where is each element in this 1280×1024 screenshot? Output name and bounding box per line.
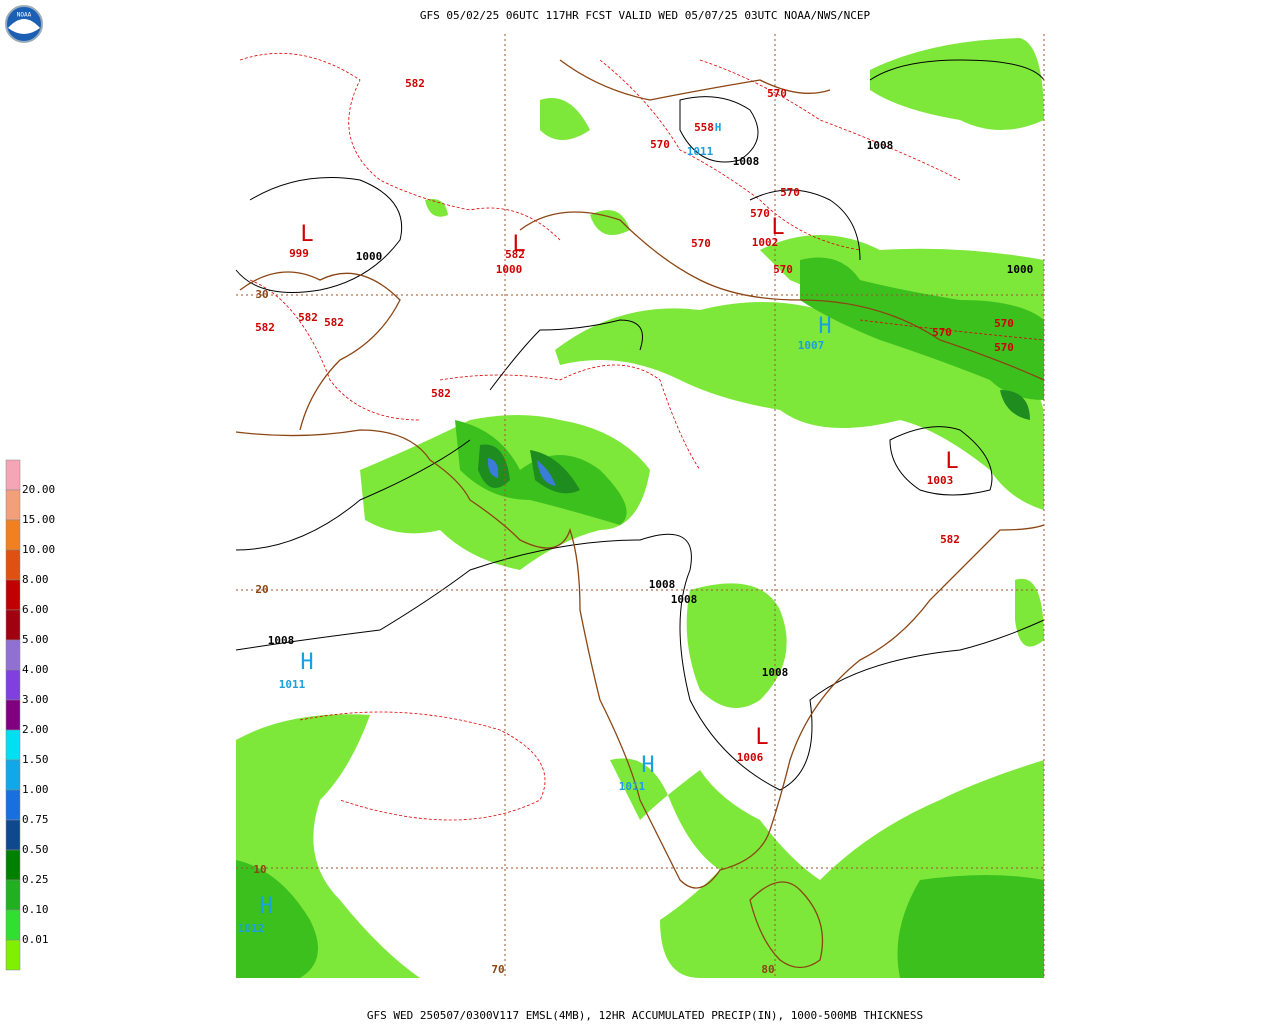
map-label: 570 — [994, 317, 1014, 330]
map-label: 582 — [255, 321, 275, 334]
legend-swatch — [5, 699, 21, 731]
legend-label: 0.75 — [22, 813, 49, 826]
map-label: 30 — [255, 288, 268, 301]
map-label: 570 — [650, 138, 670, 151]
map-label: 1002 — [752, 236, 779, 249]
map-label: 582 — [940, 533, 960, 546]
legend-label: 1.50 — [22, 753, 49, 766]
legend-label: 5.00 — [22, 633, 49, 646]
legend-label: 10.00 — [22, 543, 55, 556]
legend-label: 4.00 — [22, 663, 49, 676]
legend: 20.00 15.00 10.00 8.00 6.00 5.00 4.00 3.00 2.00 1… — [5, 459, 55, 971]
legend-swatch — [5, 909, 21, 941]
map-label: 582 — [505, 248, 525, 261]
map-label: H — [715, 121, 722, 134]
legend-swatch — [5, 609, 21, 641]
map-label: 1000 — [356, 250, 383, 263]
legend-swatch — [5, 759, 21, 791]
map-label: 1003 — [927, 474, 954, 487]
map-label: 570 — [932, 326, 952, 339]
legend-swatch — [5, 489, 21, 521]
pressure-center: H — [818, 314, 831, 339]
legend-label: 0.10 — [22, 903, 49, 916]
legend-label: 3.00 — [22, 693, 49, 706]
thickness-contours — [239, 52, 1045, 821]
map-label: 1000 — [1007, 263, 1034, 276]
map-label: 1007 — [798, 339, 825, 352]
map-label: 570 — [780, 186, 800, 199]
legend-label: 0.50 — [22, 843, 49, 856]
legend-label: 0.01 — [22, 933, 49, 946]
coastlines — [235, 59, 1045, 969]
legend-swatch — [5, 849, 21, 881]
svg-text:NOAA: NOAA — [17, 12, 32, 19]
map-label: 1008 — [671, 593, 698, 606]
noaa-logo: NOAA — [5, 5, 43, 43]
map-label: 999 — [289, 247, 309, 260]
legend-label: 20.00 — [22, 483, 55, 496]
map-caption: GFS WED 250507/0300V117 EMSL(4MB), 12HR … — [367, 1009, 923, 1022]
map-label: 1008 — [867, 139, 894, 152]
map-label: 582 — [431, 387, 451, 400]
map-label: 1011 — [619, 780, 646, 793]
map-label: 1008 — [649, 578, 676, 591]
legend-label: 0.25 — [22, 873, 49, 886]
legend-swatch — [5, 729, 21, 761]
legend-label: 6.00 — [22, 603, 49, 616]
legend-label: 8.00 — [22, 573, 49, 586]
graticule — [236, 34, 1045, 978]
map-label: 10 — [253, 863, 266, 876]
map-label: 570 — [773, 263, 793, 276]
pressure-center: L — [512, 232, 525, 257]
pressure-center: L — [755, 725, 768, 750]
map-label: 1006 — [737, 751, 764, 764]
legend-swatch — [5, 579, 21, 611]
precipitation — [236, 38, 1044, 978]
map-label: 570 — [994, 341, 1014, 354]
map-label: 558 — [694, 121, 714, 134]
legend-swatch — [5, 939, 21, 971]
isobars — [235, 59, 1045, 791]
map-label: 570 — [691, 237, 711, 250]
map-label: 80 — [761, 963, 774, 976]
legend-swatch — [5, 819, 21, 851]
map-title: GFS 05/02/25 06UTC 117HR FCST VALID WED … — [420, 9, 871, 22]
legend-swatch — [5, 639, 21, 671]
legend-label: 2.00 — [22, 723, 49, 736]
map-label: 70 — [491, 963, 504, 976]
pressure-center: L — [945, 449, 958, 474]
pressure-center: H — [300, 650, 313, 675]
map-label: 1000 — [496, 263, 523, 276]
map-label: 570 — [750, 207, 770, 220]
pressure-center: L — [300, 222, 313, 247]
map-label: 1012 — [238, 922, 265, 935]
legend-swatch — [5, 789, 21, 821]
legend-swatch — [5, 459, 21, 491]
map-label: 582 — [324, 316, 344, 329]
legend-swatch — [5, 669, 21, 701]
legend-label: 15.00 — [22, 513, 55, 526]
legend-swatch — [5, 549, 21, 581]
map-label: 1011 — [687, 145, 714, 158]
map-label: 1008 — [733, 155, 760, 168]
legend-swatch — [5, 879, 21, 911]
map-label: 1008 — [268, 634, 295, 647]
map-label: 1011 — [279, 678, 306, 691]
pressure-center: H — [259, 894, 272, 919]
map-label: 1008 — [762, 666, 789, 679]
map-label: 20 — [255, 583, 268, 596]
legend-swatch — [5, 519, 21, 551]
map-label: 582 — [405, 77, 425, 90]
map-label: 570 — [767, 87, 787, 100]
pressure-center: L — [771, 215, 784, 240]
legend-label: 1.00 — [22, 783, 49, 796]
map-label: 582 — [298, 311, 318, 324]
pressure-center: H — [641, 753, 654, 778]
